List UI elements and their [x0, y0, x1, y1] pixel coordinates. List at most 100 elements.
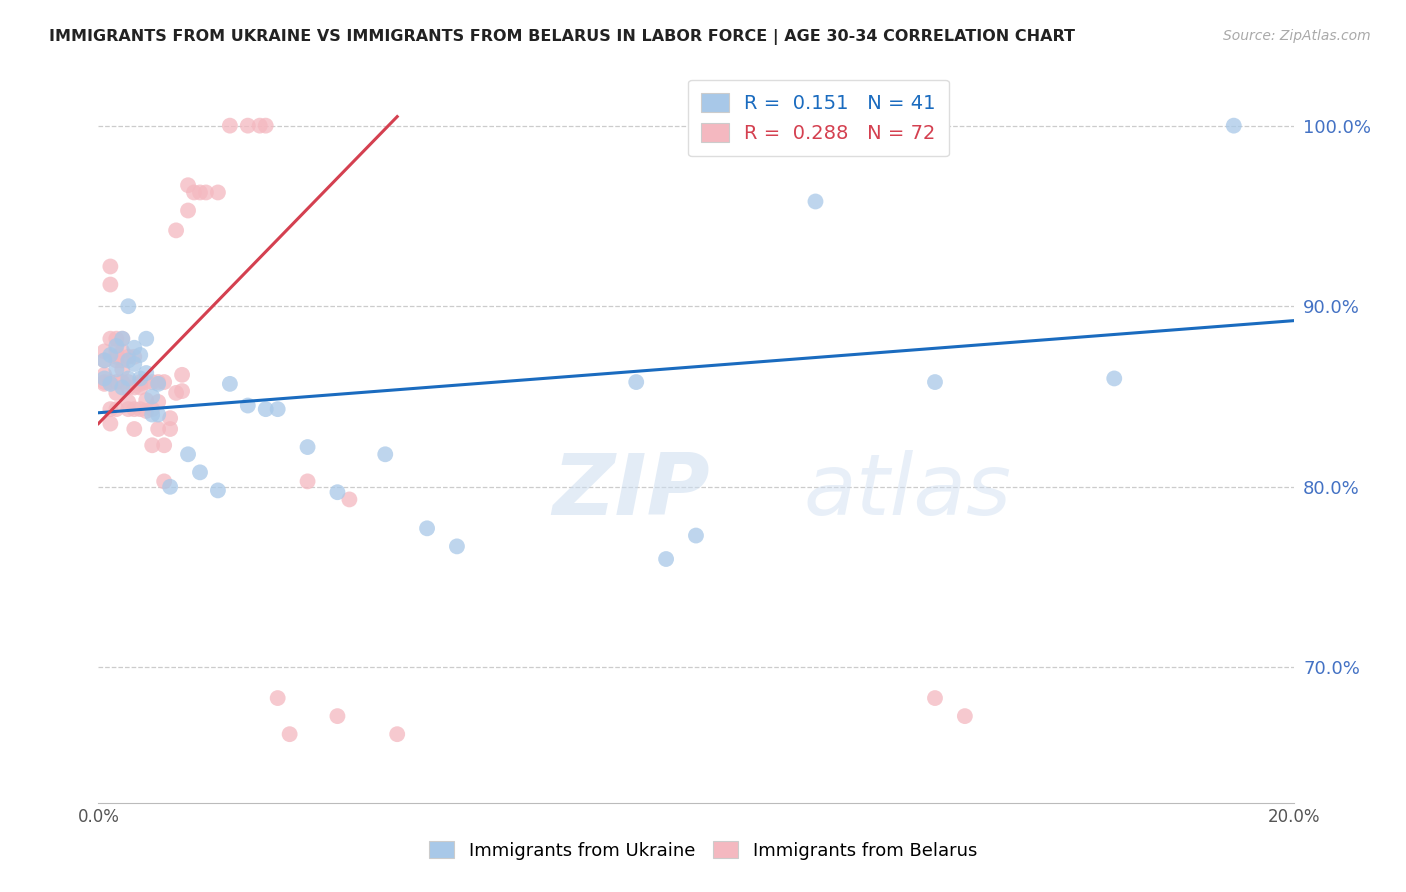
- Point: [177, 203, 200, 218]
- Text: IMMIGRANTS FROM UKRAINE VS IMMIGRANTS FROM BELARUS IN LABOR FORCE | AGE 30-34 CO: IMMIGRANTS FROM UKRAINE VS IMMIGRANTS FR…: [49, 29, 1076, 45]
- Point: [159, 480, 181, 494]
- Point: [117, 350, 139, 364]
- Point: [98, 417, 122, 431]
- Point: [111, 375, 134, 389]
- Point: [804, 194, 827, 209]
- Point: [685, 528, 707, 542]
- Point: [141, 438, 163, 452]
- Point: [93, 353, 115, 368]
- Point: [446, 540, 468, 554]
- Point: [141, 375, 163, 389]
- Point: [98, 277, 122, 292]
- Point: [153, 438, 176, 452]
- Point: [93, 375, 115, 389]
- Point: [267, 691, 290, 706]
- Point: [105, 375, 128, 389]
- Point: [148, 408, 170, 422]
- Point: [124, 357, 146, 371]
- Point: [98, 376, 122, 391]
- Legend: R =  0.151   N = 41, R =  0.288   N = 72: R = 0.151 N = 41, R = 0.288 N = 72: [688, 79, 949, 156]
- Text: ZIP: ZIP: [553, 450, 710, 533]
- Point: [153, 375, 176, 389]
- Point: [135, 332, 157, 346]
- Point: [105, 402, 128, 417]
- Point: [129, 371, 152, 385]
- Text: Source: ZipAtlas.com: Source: ZipAtlas.com: [1223, 29, 1371, 43]
- Point: [111, 332, 134, 346]
- Point: [124, 422, 146, 436]
- Point: [326, 709, 349, 723]
- Point: [385, 727, 409, 741]
- Point: [98, 402, 122, 417]
- Point: [111, 344, 134, 359]
- Point: [93, 368, 115, 382]
- Point: [105, 339, 128, 353]
- Point: [374, 447, 396, 461]
- Point: [111, 353, 134, 368]
- Point: [93, 376, 115, 391]
- Point: [141, 402, 163, 417]
- Point: [129, 375, 152, 389]
- Point: [219, 376, 242, 391]
- Point: [117, 299, 139, 313]
- Point: [195, 186, 218, 200]
- Point: [207, 483, 229, 498]
- Point: [148, 376, 170, 391]
- Text: atlas: atlas: [804, 450, 1011, 533]
- Point: [117, 371, 139, 385]
- Point: [117, 353, 139, 368]
- Point: [98, 375, 122, 389]
- Point: [141, 390, 163, 404]
- Point: [626, 375, 648, 389]
- Point: [105, 362, 128, 376]
- Point: [177, 178, 200, 193]
- Point: [655, 552, 678, 566]
- Point: [105, 385, 128, 400]
- Point: [135, 393, 157, 408]
- Point: [98, 348, 122, 362]
- Point: [326, 485, 349, 500]
- Point: [93, 371, 115, 385]
- Point: [124, 380, 146, 394]
- Point: [267, 402, 290, 417]
- Point: [1104, 371, 1126, 385]
- Point: [183, 186, 205, 200]
- Point: [129, 402, 152, 417]
- Point: [148, 395, 170, 409]
- Point: [278, 727, 301, 741]
- Point: [153, 475, 176, 489]
- Point: [129, 376, 152, 391]
- Point: [236, 119, 259, 133]
- Point: [98, 332, 122, 346]
- Point: [339, 492, 361, 507]
- Point: [124, 341, 146, 355]
- Point: [135, 404, 157, 418]
- Point: [117, 402, 139, 417]
- Point: [98, 260, 122, 274]
- Point: [105, 344, 128, 359]
- Point: [1223, 119, 1246, 133]
- Point: [117, 380, 139, 394]
- Point: [105, 332, 128, 346]
- Point: [165, 223, 187, 237]
- Point: [129, 348, 152, 362]
- Legend: Immigrants from Ukraine, Immigrants from Belarus: Immigrants from Ukraine, Immigrants from…: [422, 834, 984, 867]
- Point: [159, 411, 181, 425]
- Point: [124, 402, 146, 417]
- Point: [111, 332, 134, 346]
- Point: [129, 380, 152, 394]
- Point: [953, 709, 976, 723]
- Point: [416, 521, 439, 535]
- Point: [924, 375, 946, 389]
- Point: [159, 422, 181, 436]
- Point: [172, 368, 194, 382]
- Point: [148, 375, 170, 389]
- Point: [254, 119, 277, 133]
- Point: [105, 353, 128, 368]
- Point: [172, 384, 194, 398]
- Point: [254, 402, 277, 417]
- Point: [219, 119, 242, 133]
- Point: [117, 395, 139, 409]
- Point: [924, 691, 946, 706]
- Point: [105, 350, 128, 364]
